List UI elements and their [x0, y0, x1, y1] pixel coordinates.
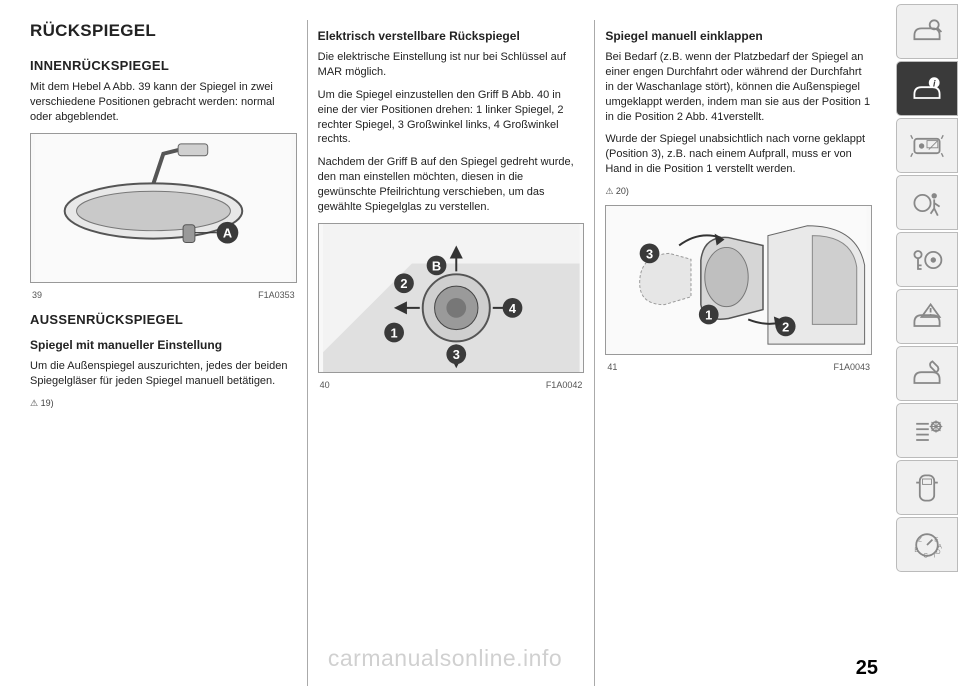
fig-code: F1A0042: [546, 379, 583, 391]
fig-num: 40: [320, 379, 330, 391]
tab-alpha-dial[interactable]: ZEABCTD: [896, 517, 958, 572]
fig-code: F1A0043: [833, 361, 870, 373]
column-3: Spiegel manuell einklappen Bei Bedarf (z…: [595, 20, 882, 686]
tab-list-gear[interactable]: [896, 403, 958, 458]
fig-code: F1A0353: [258, 289, 295, 301]
heading-elektrisch: Elektrisch verstellbare Rückspiegel: [318, 28, 585, 44]
svg-text:A: A: [223, 226, 232, 241]
svg-text:Z: Z: [918, 536, 922, 543]
figure-40: B 2 1 3 4: [318, 223, 585, 373]
fig-num: 41: [607, 361, 617, 373]
svg-text:1: 1: [390, 325, 397, 340]
para: Wurde der Spiegel unabsichtlich nach vor…: [605, 132, 872, 177]
para: Nachdem der Griff B auf den Spiegel gedr…: [318, 155, 585, 214]
tab-key-wheel[interactable]: [896, 232, 958, 287]
warning-note: 20): [605, 185, 872, 197]
column-2: Elektrisch verstellbare Rückspiegel Die …: [308, 20, 596, 686]
column-1: RÜCKSPIEGEL INNENRÜCKSPIEGEL Mit dem Heb…: [20, 20, 308, 686]
page-number: 25: [856, 657, 878, 680]
figure-39: A: [30, 133, 297, 283]
svg-text:D: D: [936, 549, 941, 556]
para: Um die Außenspiegel auszurichten, jedes …: [30, 359, 297, 389]
sidebar-tabs: i ZEABCTD: [896, 4, 958, 572]
para: Mit dem Hebel A Abb. 39 kann der Spiegel…: [30, 80, 297, 125]
tab-car-warning[interactable]: [896, 289, 958, 344]
tab-car-info[interactable]: i: [896, 61, 958, 116]
heading-innen: INNENRÜCKSPIEGEL: [30, 57, 297, 75]
figure-39-meta: 39 F1A0353: [30, 287, 297, 301]
heading-aussen: AUSSENRÜCKSPIEGEL: [30, 311, 297, 329]
page-title: RÜCKSPIEGEL: [30, 20, 297, 43]
figure-41-meta: 41 F1A0043: [605, 359, 872, 373]
figure-41: 3 1 2: [605, 205, 872, 355]
tab-dash-warning[interactable]: [896, 118, 958, 173]
heading-einklappen: Spiegel manuell einklappen: [605, 28, 872, 44]
para: Um die Spiegel einzustellen den Griff B …: [318, 88, 585, 147]
svg-text:3: 3: [646, 246, 653, 261]
svg-text:1: 1: [706, 308, 713, 323]
page-content: RÜCKSPIEGEL INNENRÜCKSPIEGEL Mit dem Heb…: [0, 0, 890, 686]
svg-text:2: 2: [782, 319, 789, 334]
svg-text:E: E: [934, 536, 938, 543]
svg-text:C: C: [923, 552, 928, 559]
tab-car-plan[interactable]: [896, 460, 958, 515]
svg-text:3: 3: [452, 347, 459, 362]
warning-note: 19): [30, 397, 297, 409]
para: Die elektrische Einstellung ist nur bei …: [318, 50, 585, 80]
para: Bei Bedarf (z.B. wenn der Platzbedarf de…: [605, 50, 872, 124]
tab-car-service[interactable]: [896, 346, 958, 401]
fig-num: 39: [32, 289, 42, 301]
heading-manuell: Spiegel mit manueller Einstellung: [30, 337, 297, 353]
svg-text:2: 2: [400, 276, 407, 291]
tab-car-search[interactable]: [896, 4, 958, 59]
svg-text:B: B: [914, 547, 918, 554]
tab-airbag[interactable]: [896, 175, 958, 230]
svg-text:4: 4: [509, 300, 517, 315]
figure-40-meta: 40 F1A0042: [318, 377, 585, 391]
svg-text:B: B: [432, 258, 441, 273]
